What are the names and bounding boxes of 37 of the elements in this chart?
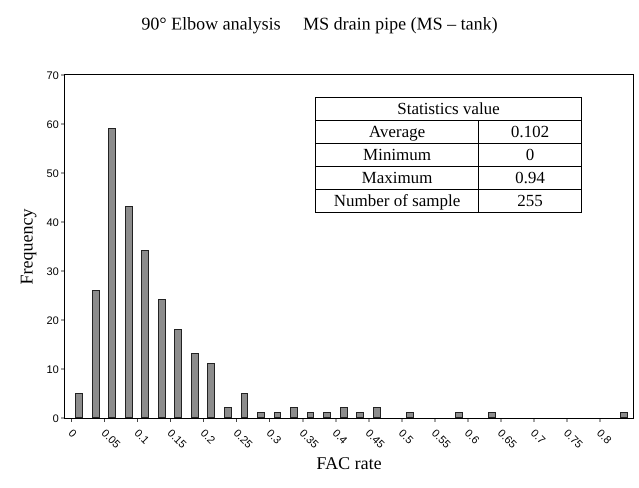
y-tick-label: 20: [46, 314, 59, 327]
annotation: 0: [478, 144, 582, 166]
annotation: Average: [316, 120, 478, 144]
annotation: 255: [478, 190, 582, 212]
x-tick-label: 0.5: [396, 427, 416, 447]
x-tick-label: 0.8: [594, 427, 614, 447]
annotation: Statistics value: [316, 98, 582, 120]
x-tick-label: 0.75: [560, 427, 585, 451]
x-tick-label: 0.4: [330, 427, 350, 447]
y-tick-label: 60: [46, 118, 59, 131]
x-tick-label: 0.45: [362, 427, 386, 451]
x-tick-label: 0.7: [528, 427, 548, 447]
annotation: 0.102: [478, 120, 582, 144]
x-tick-label: 0.6: [462, 427, 482, 447]
chart-title: 90° Elbow analysis MS drain pipe (MS – tank): [141, 14, 498, 34]
x-tick-label: 0.65: [494, 427, 519, 451]
y-axis-title: Frequency: [16, 208, 37, 284]
annotation: Minimum: [316, 144, 478, 166]
x-tick-label: 0.55: [428, 427, 452, 451]
annotation: Number of sample: [316, 190, 478, 212]
y-tick-label: 50: [46, 168, 59, 180]
x-tick-label: 0.15: [164, 427, 188, 451]
x-tick-label: 0.1: [132, 427, 151, 447]
y-tick-label: 0: [52, 412, 59, 425]
x-tick-label: 0: [66, 427, 78, 440]
x-tick-label: 0.3: [264, 427, 284, 447]
y-tick-label: 10: [46, 364, 59, 376]
x-tick-label: 0.25: [230, 427, 254, 451]
annotation: Maximum: [316, 166, 478, 190]
y-tick-label: 40: [46, 216, 59, 229]
y-tick-label: 70: [46, 70, 59, 82]
x-tick-label: 0.2: [198, 427, 217, 447]
x-axis-title: FAC rate: [316, 452, 382, 473]
y-tick-label: 30: [46, 266, 59, 278]
x-tick-label: 0.35: [296, 427, 320, 451]
annotation: 0.94: [478, 166, 582, 190]
x-tick-label: 0.05: [98, 427, 122, 451]
